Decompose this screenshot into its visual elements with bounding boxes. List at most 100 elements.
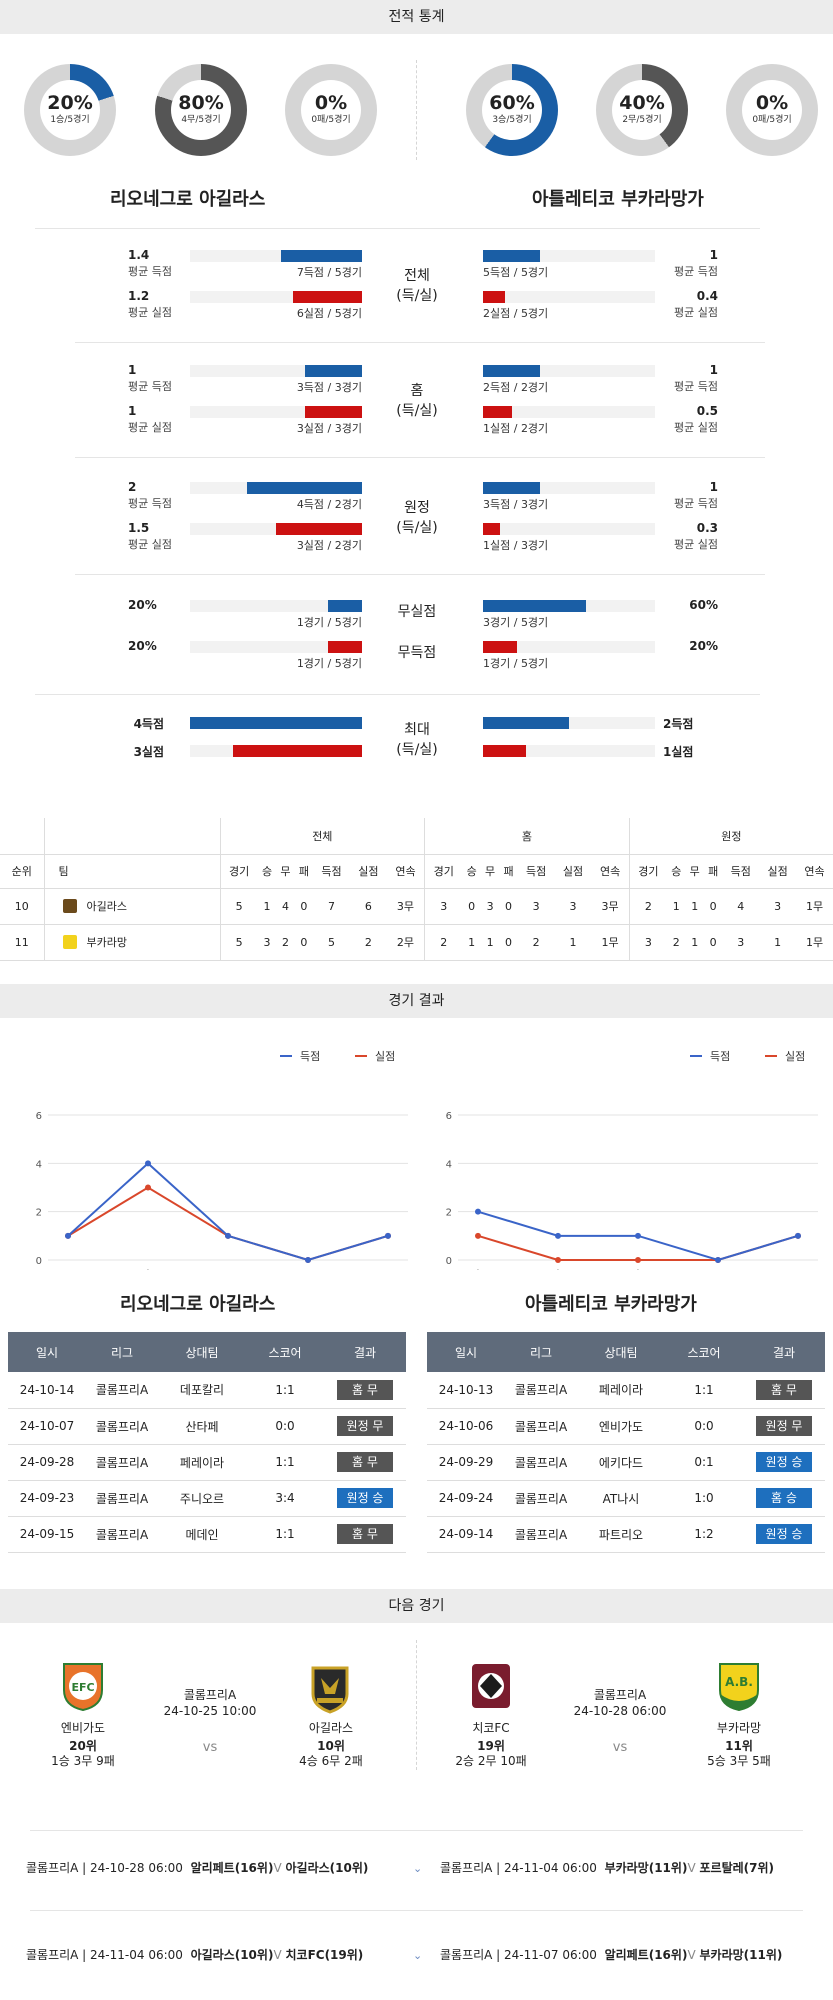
data-point[interactable] — [475, 1208, 481, 1215]
result-badge: 홈 무 — [756, 1379, 812, 1400]
result-opp[interactable]: 산타페 — [158, 1408, 246, 1445]
result-opp[interactable]: 페레이라 — [158, 1444, 246, 1481]
standings-cell: 3무 — [386, 888, 426, 925]
table-row[interactable]: 24-09-15 콜롬프리A 메데인 1:1 홈 무 — [8, 1516, 406, 1553]
standings-cell: 2 — [276, 924, 295, 961]
table-row[interactable]: 24-09-28 콜롬프리A 페레이라 1:1 홈 무 — [8, 1444, 406, 1481]
away-clean_sheet-caption: 3경기 / 5경기 — [483, 616, 549, 629]
chevron-down-icon[interactable]: ⌄ — [413, 1949, 423, 1962]
divider — [75, 457, 765, 458]
standings-team-name[interactable]: 부카라망 — [86, 936, 127, 949]
home-stat-caption: 7득점 / 5경기 — [296, 266, 362, 279]
data-point[interactable] — [385, 1232, 391, 1239]
donut-caption: 3승/5경기 — [492, 115, 532, 125]
result-opp[interactable]: 메데인 — [158, 1516, 246, 1553]
upcoming-game[interactable]: 콜롬프리A | 24-10-28 06:00 알리페트(16위)V 아길라스(1… — [26, 1859, 368, 1876]
standings-subcol: 무 — [480, 854, 500, 889]
table-row[interactable]: 24-10-06 콜롬프리A 엔비가도 0:0 원정 무 — [427, 1408, 825, 1445]
table-row[interactable]: 24-10-07 콜롬프리A 산타페 0:0 원정 무 — [8, 1408, 406, 1445]
results-header-row: 일시 리그 상대팀 스코어 결과 — [427, 1332, 825, 1372]
standings-cell: 3 — [554, 888, 592, 925]
data-point[interactable] — [715, 1257, 721, 1263]
table-row[interactable]: 24-09-29 콜롬프리A 에키다드 0:1 원정 승 — [427, 1444, 825, 1481]
result-score: 1:1 — [246, 1372, 324, 1409]
legend-label: 실점 — [785, 1050, 805, 1063]
away-team-name: 아틀레티코 부카라망가 — [532, 189, 704, 210]
table-row[interactable]: 24-10-13 콜롬프리A 페레이라 1:1 홈 무 — [427, 1372, 825, 1409]
data-point[interactable] — [555, 1232, 561, 1239]
result-opp[interactable]: 에키다드 — [577, 1444, 665, 1481]
bar-track — [483, 745, 655, 757]
result-badge: 홈 승 — [756, 1488, 812, 1508]
standings-cell: 2 — [517, 924, 555, 961]
standings-subcol: 무 — [276, 854, 295, 889]
upcoming-game[interactable]: 콜롬프리A | 24-11-04 06:00 부카라망(11위)V 포르탈레(7… — [440, 1859, 774, 1876]
home-stat-caption: 6실점 / 5경기 — [296, 307, 362, 320]
data-point[interactable] — [305, 1257, 311, 1263]
chico-fc-logo[interactable] — [468, 1660, 514, 1712]
bar-track — [483, 641, 655, 653]
result-badge: 원정 승 — [756, 1452, 812, 1472]
table-row[interactable]: 10 아길라스 5 1 4 0 7 6 3무 3 0 3 0 3 3 3무 2 1 1 0 4 3 1무 — [0, 888, 833, 925]
envigado-logo[interactable]: EFC — [60, 1660, 106, 1712]
standings-cell: 0 — [462, 888, 481, 925]
standings-team-name[interactable]: 아길라스 — [86, 900, 127, 913]
table-row[interactable]: 24-09-14 콜롬프리A 파트리오 1:2 원정 승 — [427, 1516, 825, 1553]
divider — [416, 60, 417, 160]
home-no_score-bar — [328, 641, 362, 653]
home-stat-label: 평균 득점 — [128, 497, 172, 510]
standings-cell: 3 — [759, 888, 797, 925]
home-donut-0: 20% 1승/5경기 — [24, 64, 116, 156]
data-point[interactable] — [225, 1232, 231, 1239]
away-clean_sheet-value: 60% — [689, 598, 718, 612]
legend-label: 득점 — [710, 1050, 730, 1063]
away-clean_sheet-bar — [483, 600, 586, 612]
result-opp[interactable]: AT나시 — [577, 1480, 665, 1517]
result-opp[interactable]: 엔비가도 — [577, 1408, 665, 1445]
away-max-scored-bar — [483, 717, 569, 729]
table-row[interactable]: 24-09-24 콜롬프리A AT나시 1:0 홈 승 — [427, 1480, 825, 1517]
home-scored-bar — [305, 365, 362, 377]
standings-subcol: 실점 — [349, 854, 387, 889]
divider — [416, 1640, 417, 1770]
result-score: 1:0 — [665, 1480, 743, 1517]
data-point[interactable] — [65, 1232, 71, 1239]
data-point[interactable] — [635, 1257, 641, 1263]
results-header-row: 일시 리그 상대팀 스코어 결과 — [8, 1332, 406, 1372]
standings-cell: 1 — [685, 924, 704, 961]
home-stat-caption: 3실점 / 3경기 — [296, 422, 362, 435]
next-right-t1-rank: 19위 — [477, 1739, 505, 1753]
away-conceded-bar — [483, 406, 512, 418]
data-point[interactable] — [635, 1232, 641, 1239]
data-point[interactable] — [795, 1232, 801, 1239]
table-row[interactable]: 11 부카라망 5 3 2 0 5 2 2무 2 1 1 0 2 1 1무 3 2 1 0 3 1 1무 — [0, 924, 833, 961]
home-conceded-bar — [305, 406, 362, 418]
donut-caption: 2무/5경기 — [622, 115, 662, 125]
results-col-header: 스코어 — [665, 1332, 743, 1372]
standings-cell: 2 — [629, 888, 668, 925]
chevron-down-icon[interactable]: ⌄ — [413, 1862, 423, 1875]
data-point[interactable] — [145, 1160, 151, 1167]
table-row[interactable]: 24-10-14 콜롬프리A 데포칼리 1:1 홈 무 — [8, 1372, 406, 1409]
bucaramanga-logo[interactable]: A.B. — [716, 1660, 762, 1712]
upcoming-game[interactable]: 콜롬프리A | 24-11-04 06:00 아길라스(10위)V 치코FC(1… — [26, 1946, 363, 1963]
home-stat-label: 평균 실점 — [128, 421, 172, 434]
result-opp[interactable]: 데포칼리 — [158, 1372, 246, 1409]
home-stat-caption: 3실점 / 2경기 — [296, 539, 362, 552]
aguilas-logo[interactable] — [307, 1662, 353, 1714]
stat-group-sublabel: (득/실) — [396, 403, 438, 419]
divider — [30, 1910, 803, 1911]
result-opp[interactable]: 주니오르 — [158, 1480, 246, 1517]
data-point[interactable] — [555, 1257, 561, 1263]
result-opp[interactable]: 페레이라 — [577, 1372, 665, 1409]
table-row[interactable]: 24-09-23 콜롬프리A 주니오르 3:4 원정 승 — [8, 1480, 406, 1517]
y-tick-label: 2 — [36, 1208, 42, 1219]
standings-subcol: 경기 — [629, 854, 668, 889]
donut-percent: 60% — [489, 92, 535, 114]
data-point[interactable] — [145, 1184, 151, 1191]
result-opp[interactable]: 파트리오 — [577, 1516, 665, 1553]
donut-caption: 0패/5경기 — [311, 115, 351, 125]
chart-legend: 득점 실점 — [280, 1050, 395, 1063]
upcoming-game[interactable]: 콜롬프리A | 24-11-07 06:00 알리페트(16위)V 부카라망(1… — [440, 1946, 782, 1963]
data-point[interactable] — [475, 1232, 481, 1239]
